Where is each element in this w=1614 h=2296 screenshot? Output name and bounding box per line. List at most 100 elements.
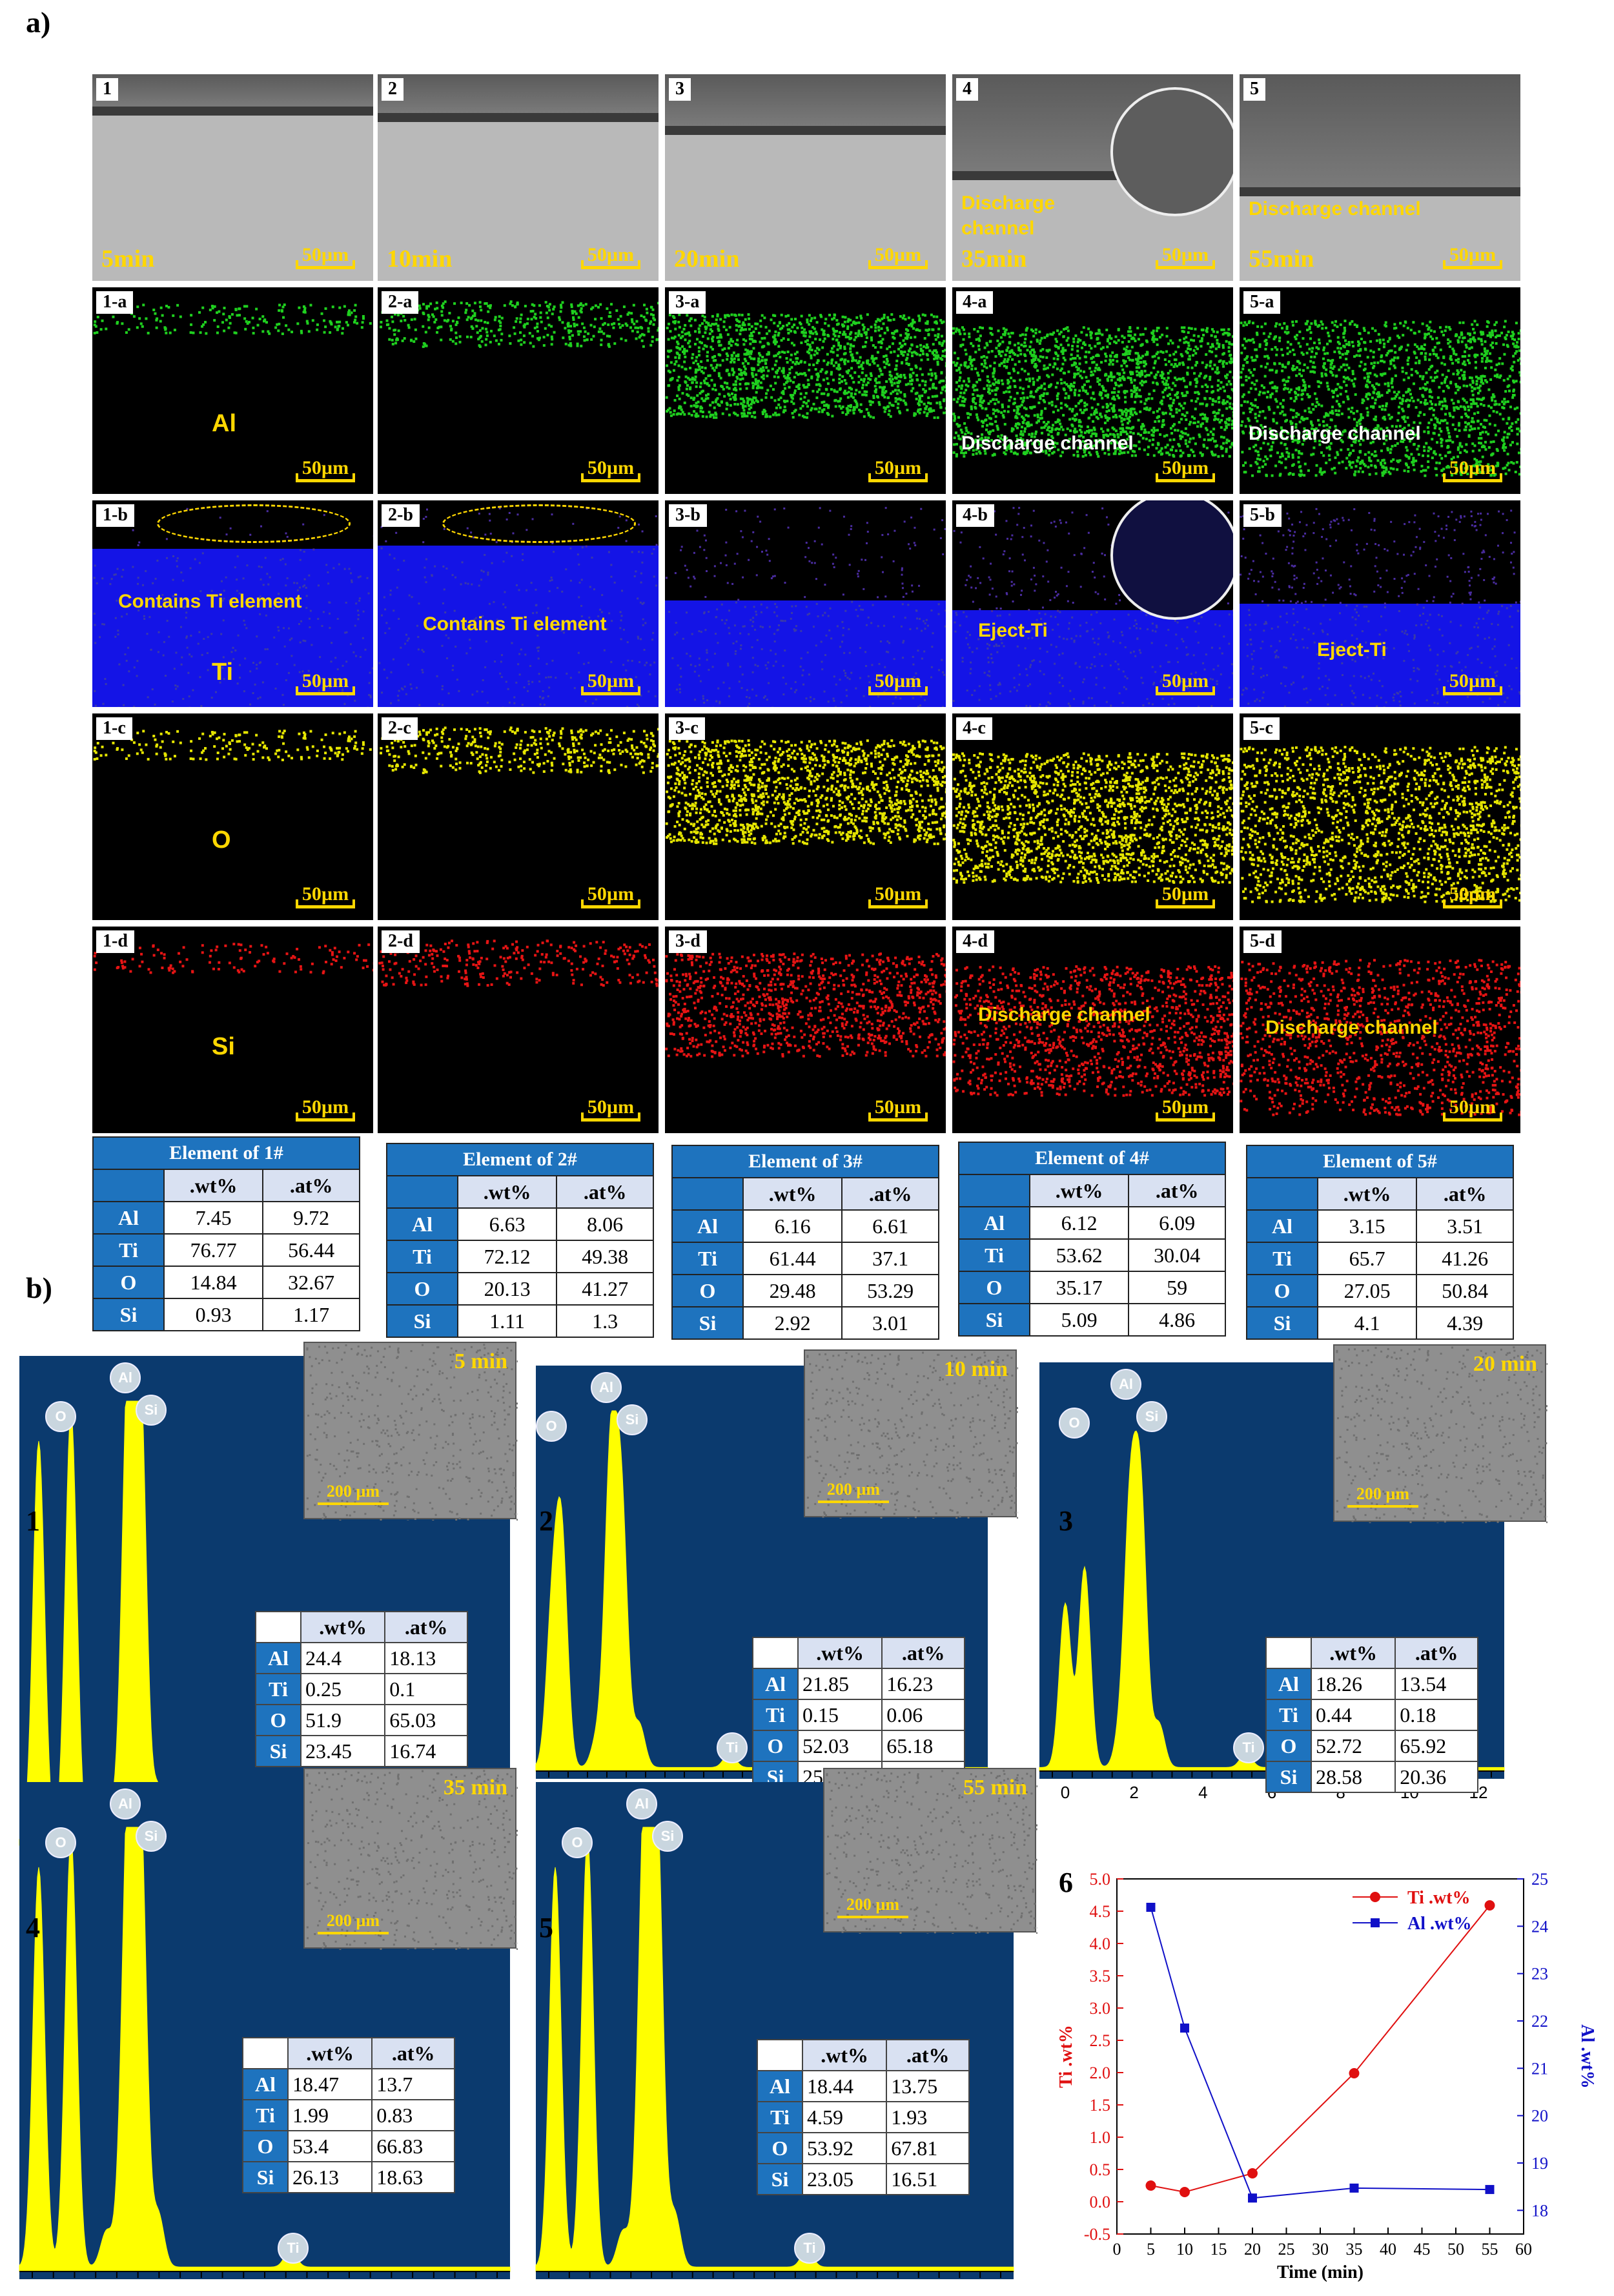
scale-bar-line — [296, 473, 355, 482]
scale-bar-label: 50µm — [296, 1096, 355, 1118]
table-corner — [757, 2039, 803, 2071]
legend-label: Al .wt% — [1407, 1914, 1472, 1934]
discharge-channel-label: Discharge channel — [1265, 1017, 1438, 1039]
column-header: .wt% — [163, 1169, 264, 1202]
element-label-c: O — [212, 826, 231, 854]
data-point-al — [1485, 2185, 1495, 2195]
sem-scale-bar: 200 µm — [318, 1911, 389, 1934]
x-axis — [32, 2271, 498, 2278]
table-title-row: Element of 2# — [386, 1143, 654, 1176]
discharge-channel-label: Discharge channel — [1249, 198, 1421, 220]
element-map-2-d: 2-d 50µm — [378, 927, 659, 1133]
row-header: Ti — [752, 1699, 799, 1731]
scale-bar-label: 50µm — [296, 244, 355, 265]
row-header: Ti — [1265, 1699, 1312, 1731]
scale-bar-line — [296, 260, 355, 269]
eds-spectrum-5: O Al Si Ti — [535, 1782, 1014, 2286]
panel-number: 1-b — [96, 504, 134, 527]
table-row: Al 6.16 6.61 — [671, 1209, 939, 1243]
zoom-circle — [1110, 500, 1233, 620]
table-cell: 0.15 — [797, 1699, 883, 1731]
table-row: O 52.72 65.92 — [1265, 1730, 1478, 1762]
table-title: Element of 1# — [92, 1136, 360, 1170]
y2-tick-label: 25 — [1531, 1870, 1548, 1889]
x-tick-label: 40 — [1380, 2240, 1396, 2259]
peak-label-al: Al — [110, 1362, 141, 1393]
series-line-ti — [1150, 1905, 1491, 2193]
column-header: .wt% — [1316, 1177, 1418, 1211]
legend-marker — [1371, 1918, 1380, 1927]
discharge-channel-label: Discharge channel — [961, 190, 1090, 241]
y-tick-label: 5.0 — [1090, 1870, 1111, 1889]
element-map-1-b: 1-b 50µm Ti Contains Ti element — [92, 500, 373, 707]
row-header: Al — [1246, 1209, 1318, 1243]
table-row: Ti 72.12 49.38 — [386, 1240, 654, 1273]
scale-bar-line — [581, 1112, 640, 1122]
row-header: Al — [386, 1207, 458, 1241]
element-label-a: Al — [212, 410, 236, 438]
panel-number: 3-a — [669, 291, 706, 314]
sem-time-label: 5 min — [455, 1349, 507, 1374]
sem-scale-line — [318, 1932, 389, 1934]
panel-number: 5 — [1243, 78, 1265, 101]
panel-number: 4-b — [956, 504, 994, 527]
table-header-row: .wt% .at% — [1265, 1637, 1478, 1669]
sem-cross-section-1: 1 5min 50µm — [92, 74, 373, 281]
table-cell: 27.05 — [1316, 1274, 1418, 1307]
table-title: Element of 2# — [386, 1143, 654, 1176]
element-map-5-c: 5-c 50µm — [1240, 713, 1520, 920]
row-header: Al — [1265, 1668, 1312, 1700]
dashed-ellipse — [157, 504, 351, 543]
y-tick-label: 3.0 — [1090, 1999, 1111, 2018]
sem-scale-label: 200 µm — [837, 1895, 908, 1914]
scale-bar-label: 50µm — [1156, 670, 1215, 692]
scale-bar-line — [868, 473, 928, 482]
element-map-4-a: 4-a 50µm Discharge channel — [952, 287, 1233, 494]
scale-bar-line — [868, 1112, 928, 1122]
row-header: Si — [242, 2161, 289, 2193]
table-cell: 1.3 — [556, 1304, 654, 1338]
peak-label-al: Al — [1110, 1369, 1141, 1400]
scale-bar: 50µm — [1443, 457, 1502, 482]
map-speckle — [1240, 959, 1520, 1116]
table-header-row: .wt% .at% — [92, 1169, 360, 1202]
map-speckle — [380, 300, 659, 348]
sem-time-label: 35 min — [444, 1776, 507, 1800]
table-row: Si 23.45 16.74 — [255, 1735, 468, 1767]
element-map-5-b: 5-b 50µm Eject-Ti — [1240, 500, 1520, 707]
table-cell: 67.81 — [886, 2132, 970, 2164]
sem-scale-label: 200 µm — [1347, 1484, 1418, 1504]
table-cell: 23.45 — [300, 1735, 386, 1767]
table-row: Al 24.4 18.13 — [255, 1642, 468, 1674]
scale-bar: 50µm — [296, 670, 355, 695]
scale-bar: 50µm — [296, 457, 355, 482]
table-row: Ti 0.25 0.1 — [255, 1673, 468, 1705]
eds-table-1: .wt% .at% Al 24.4 18.13 Ti 0.25 0.1 O 51.9 65.03 Si… — [255, 1611, 468, 1767]
discharge-channel-label: Discharge channel — [961, 433, 1134, 455]
row-header: O — [242, 2130, 289, 2162]
scale-bar: 50µm — [581, 883, 640, 908]
sem-scale-label: 200 µm — [818, 1480, 889, 1499]
y-tick-label: 0.0 — [1090, 2193, 1111, 2211]
y2-tick-label: 23 — [1531, 1965, 1548, 1983]
sem-scale-line — [1347, 1505, 1418, 1508]
spectrum-trace — [535, 1827, 1014, 2272]
column-header: .at% — [1394, 1637, 1478, 1669]
table-row: O 51.9 65.03 — [255, 1704, 468, 1736]
interface-line — [92, 107, 373, 116]
scale-bar-label: 50µm — [1443, 883, 1502, 905]
panel-number: 1-a — [96, 291, 134, 314]
ti-substrate — [1240, 604, 1520, 707]
column-header: .at% — [384, 1611, 468, 1643]
spectrum-plot — [535, 1827, 1014, 2278]
eds-panel-number: 1 — [26, 1504, 40, 1537]
table-row: Si 4.1 4.39 — [1246, 1306, 1514, 1340]
scale-bar-line — [1443, 473, 1502, 482]
map-speckle — [952, 326, 1233, 458]
eds-panel-number: 4 — [26, 1911, 40, 1944]
table-title: Element of 5# — [1246, 1145, 1514, 1178]
column-header: .wt% — [742, 1177, 843, 1211]
sem-inset-5: 55 min 200 µm — [823, 1768, 1037, 1934]
peak-label-al: Al — [110, 1789, 141, 1819]
table-cell: 16.23 — [881, 1668, 965, 1700]
